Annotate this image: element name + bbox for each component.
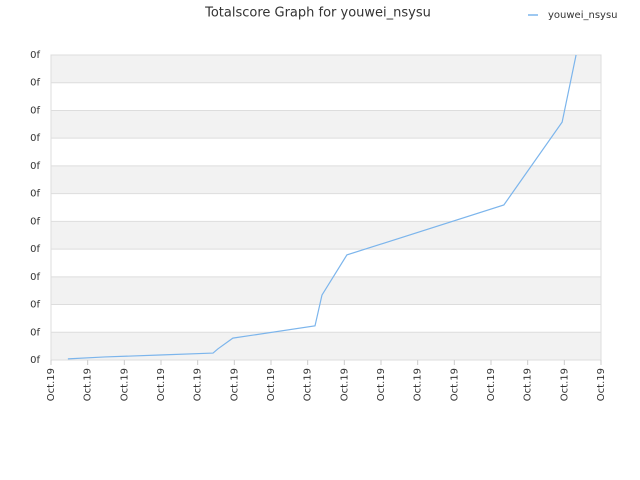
plot-band <box>51 55 601 83</box>
x-tick-label: Oct.19 <box>486 368 497 401</box>
x-tick-label: Oct.19 <box>119 368 130 401</box>
legend-label: youwei_nsysu <box>548 10 618 21</box>
y-tick-label: 0f <box>30 327 40 338</box>
y-tick-label: 0f <box>30 355 40 366</box>
y-tick-label: 0f <box>30 78 40 89</box>
x-tick-label: Oct.19 <box>193 368 204 401</box>
x-tick-label: Oct.19 <box>413 368 424 401</box>
y-tick-label: 0f <box>30 244 40 255</box>
x-tick-label: Oct.19 <box>229 368 240 401</box>
x-tick-label: Oct.19 <box>83 368 94 401</box>
x-tick-label: Oct.19 <box>449 368 460 401</box>
y-tick-label: 0f <box>30 50 40 61</box>
chart-title: Totalscore Graph for youwei_nsysu <box>204 6 431 21</box>
x-tick-label: Oct.19 <box>156 368 167 401</box>
series-line <box>67 54 577 360</box>
plot-band <box>51 110 601 139</box>
plot-band <box>51 276 601 305</box>
plot-band <box>51 165 601 194</box>
y-tick-label: 0f <box>30 216 40 227</box>
y-tick-label: 0f <box>30 300 40 311</box>
x-tick-label: Oct.19 <box>339 368 350 401</box>
plot-band <box>51 304 601 333</box>
plot-band <box>51 82 601 111</box>
x-tick-label: Oct.19 <box>376 368 387 401</box>
x-tick-label: Oct.19 <box>559 368 570 401</box>
y-tick-label: 0f <box>30 189 40 200</box>
x-tick-label: Oct.19 <box>46 368 57 401</box>
x-tick-label: Oct.19 <box>303 368 314 401</box>
plot-band <box>51 193 601 222</box>
x-tick-label: Oct.19 <box>523 368 534 401</box>
plot-band <box>51 221 601 250</box>
y-tick-label: 0f <box>30 272 40 283</box>
plot-band <box>51 249 601 277</box>
x-tick-label: Oct.19 <box>596 368 607 401</box>
x-tick-label: Oct.19 <box>266 368 277 401</box>
y-tick-label: 0f <box>30 161 40 172</box>
plot-band <box>51 138 601 166</box>
y-tick-label: 0f <box>30 105 40 116</box>
y-tick-label: 0f <box>30 133 40 144</box>
